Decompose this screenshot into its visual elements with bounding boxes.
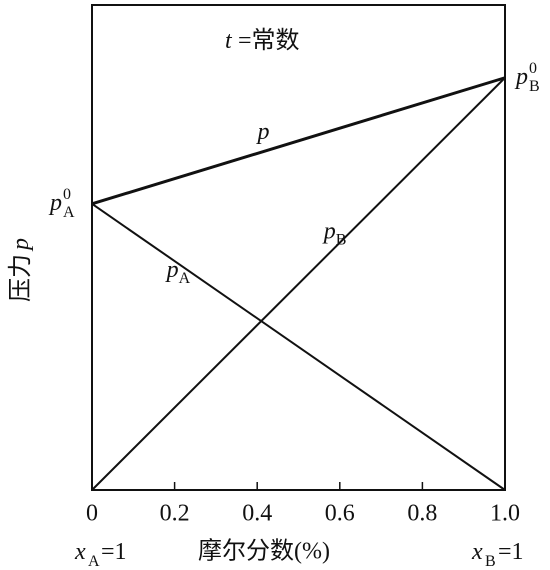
label-symbol: t [225, 28, 233, 54]
line [91, 76, 506, 206]
end-label: pB0 [514, 59, 540, 94]
series-label-subscript: A [179, 270, 191, 287]
label-superscript: 0 [63, 186, 71, 203]
line [91, 77, 506, 491]
label-subscript: A [63, 204, 75, 221]
y-axis-title-text: 压力 [7, 254, 34, 302]
plot-frame [91, 4, 506, 491]
x-left-label: x A=1 [74, 539, 127, 570]
x-right-label: x B=1 [471, 539, 524, 570]
series-label-name: p [322, 218, 336, 244]
series-label: pA [165, 257, 191, 287]
label-rest: =1 [101, 539, 127, 565]
label-symbol: x [471, 539, 483, 565]
x-tick-label: 0.6 [325, 501, 355, 527]
series-label-subscript: B [336, 231, 347, 248]
label-rest: =1 [498, 539, 524, 565]
label-rest: =常数 [238, 27, 300, 54]
annotation: t =常数 [225, 27, 300, 54]
x-tick-label: 0.4 [242, 501, 272, 527]
x-tick-label: 0.2 [160, 501, 190, 527]
label-subscript: B [529, 77, 540, 94]
x-tick-label: 1.0 [490, 501, 520, 527]
label-superscript: 0 [529, 59, 537, 76]
line [91, 203, 506, 491]
y-axis-title-symbol: p [8, 238, 34, 252]
label-subscript: B [485, 553, 496, 570]
series-label: pB [322, 218, 347, 248]
series-label: p [255, 118, 269, 144]
x-axis-title: 摩尔分数(%) [198, 538, 330, 565]
end-label: pA0 [48, 186, 75, 221]
series-label-name: p [165, 257, 179, 283]
label-subscript: A [88, 553, 100, 570]
x-tick-label: 0 [86, 501, 98, 527]
label-symbol: p [48, 189, 62, 215]
label-symbol: p [514, 63, 528, 89]
y-axis-title: 压力 p [7, 238, 34, 302]
series-label-name: p [255, 118, 269, 144]
x-tick-label: 0.8 [407, 501, 437, 527]
label-symbol: x [74, 539, 86, 565]
